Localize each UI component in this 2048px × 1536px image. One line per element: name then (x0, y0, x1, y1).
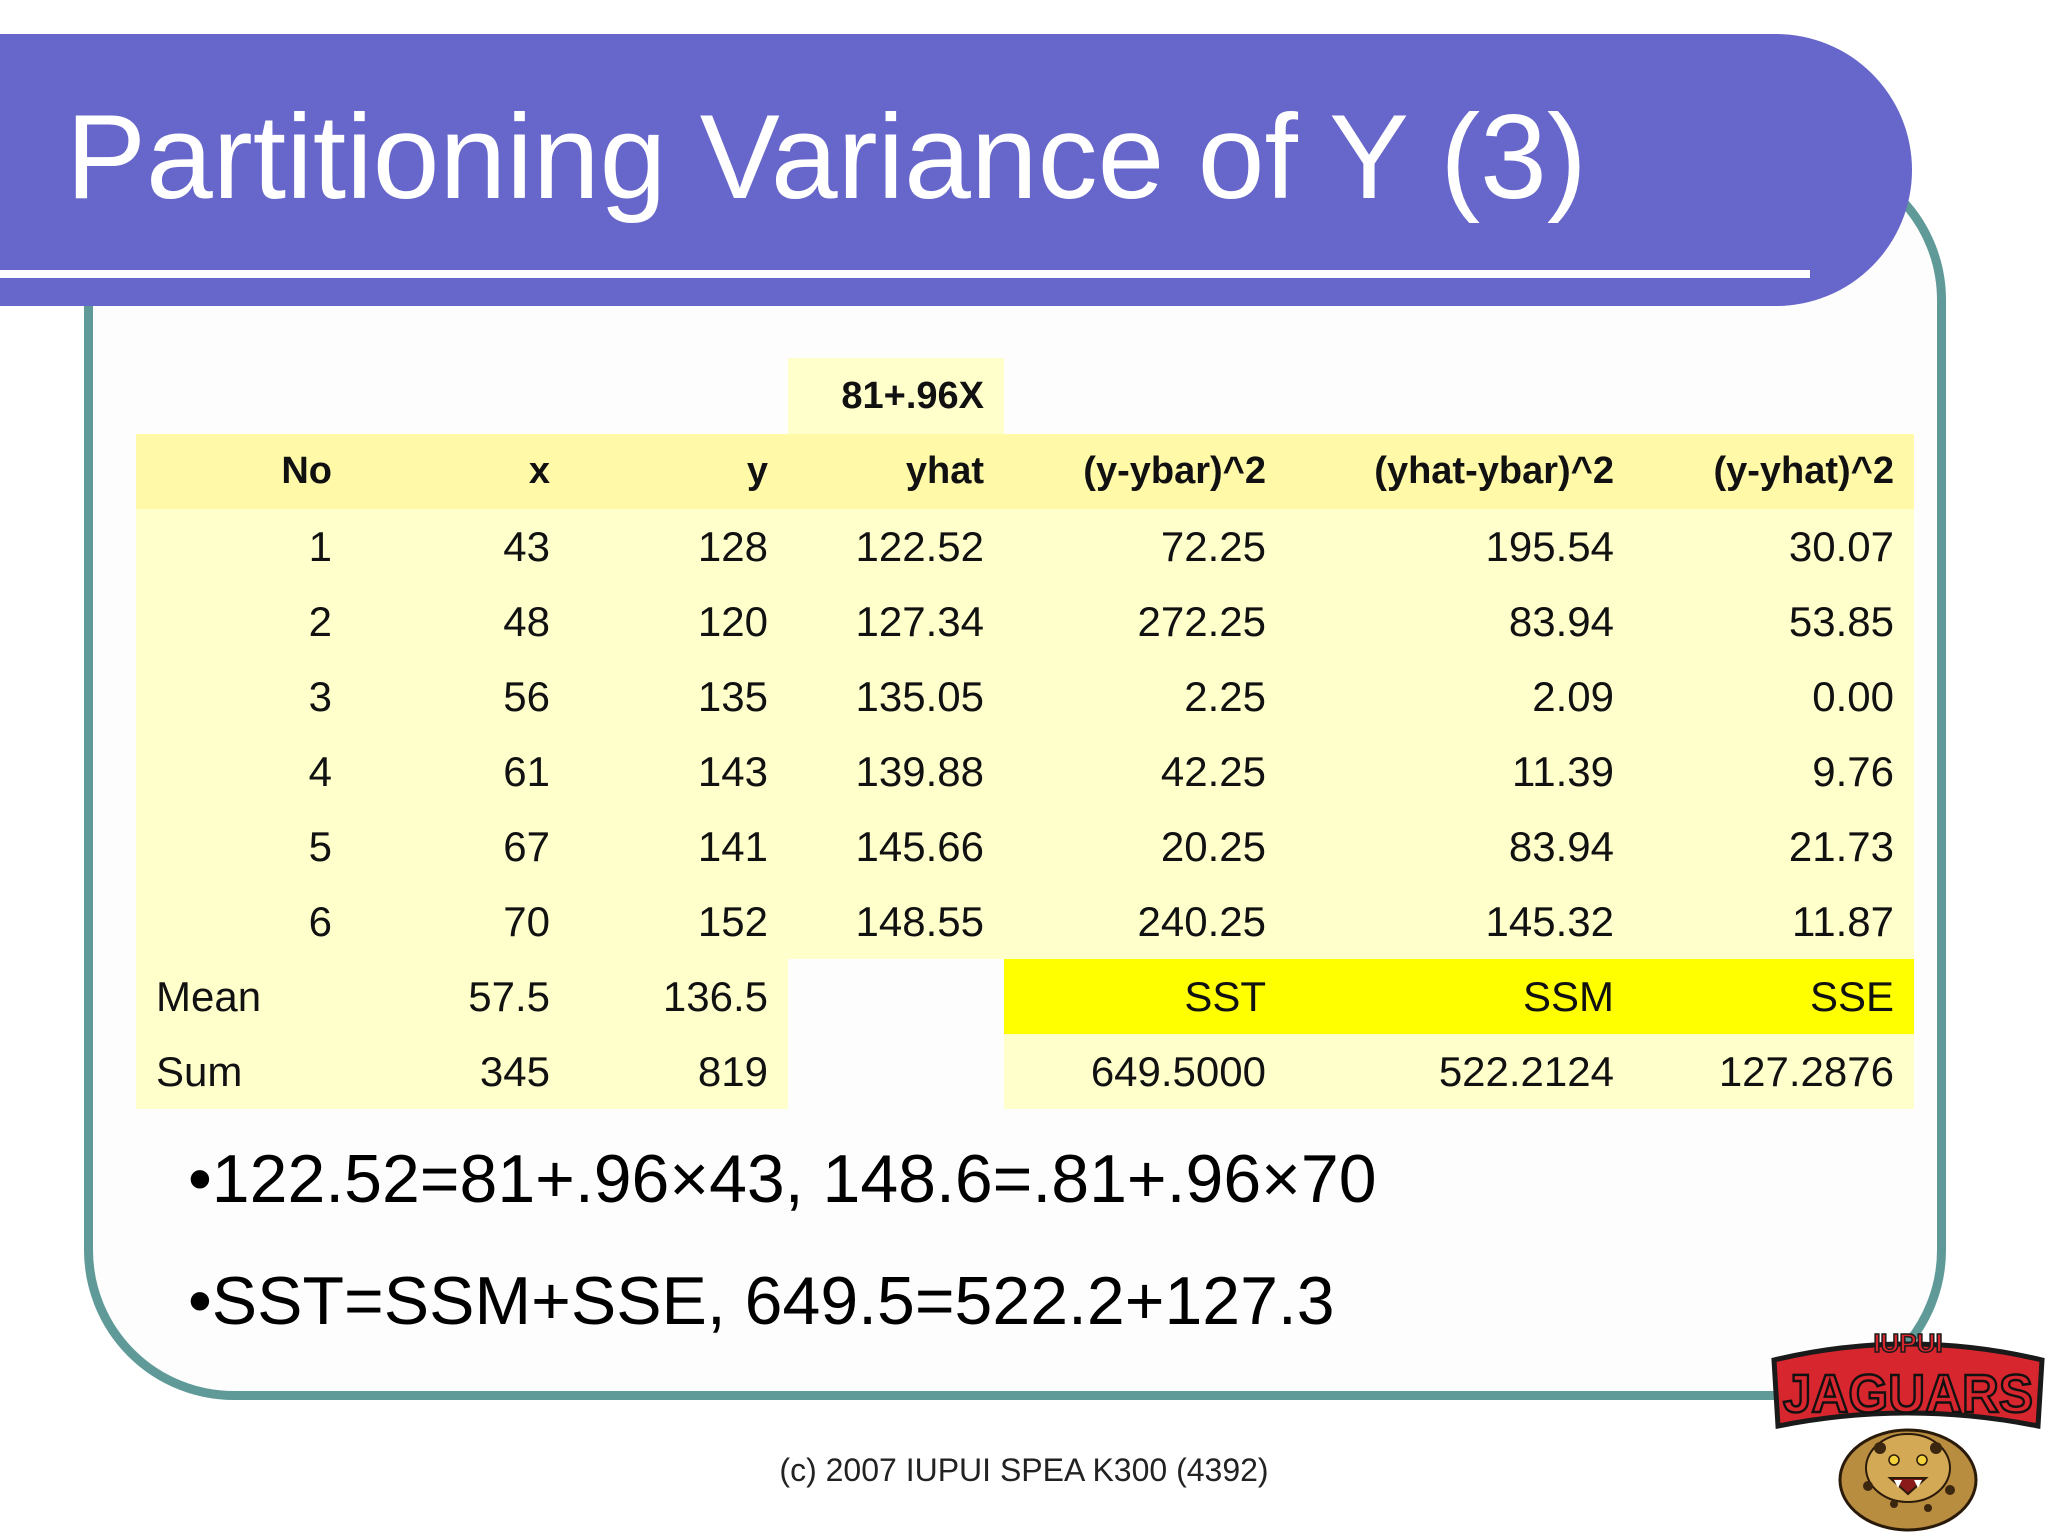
table-cell: 83.94 (1286, 809, 1634, 884)
table-cell: 145.32 (1286, 884, 1634, 959)
table-cell: 3 (136, 659, 352, 734)
table-cell: 4 (136, 734, 352, 809)
ssm-value: 522.2124 (1286, 1034, 1634, 1109)
table-row: 1 43 128 122.52 72.25 195.54 30.07 (136, 509, 1914, 584)
bullet-ss-partition: •SST=SSM+SSE, 649.5=522.2+127.3 (188, 1263, 1335, 1339)
mean-label: Mean (136, 959, 352, 1034)
table-row: 2 48 120 127.34 272.25 83.94 53.85 (136, 584, 1914, 659)
title-band (0, 34, 1912, 306)
column-header: (y-ybar)^2 (1004, 434, 1286, 509)
table-row: 6 70 152 148.55 240.25 145.32 11.87 (136, 884, 1914, 959)
bullet-yhat-calculation: •122.52=81+.96×43, 148.6=.81+.96×70 (188, 1141, 1377, 1217)
sse-label: SSE (1634, 959, 1914, 1034)
column-header: No (136, 434, 352, 509)
table-cell: 2.09 (1286, 659, 1634, 734)
table-cell: 56 (352, 659, 570, 734)
column-header: y (570, 434, 788, 509)
sum-row: Sum 345 819 649.5000 522.2124 127.2876 (136, 1034, 1914, 1109)
column-header: x (352, 434, 570, 509)
table-cell: 141 (570, 809, 788, 884)
table-cell: 61 (352, 734, 570, 809)
sse-value: 127.2876 (1634, 1034, 1914, 1109)
sum-label: Sum (136, 1034, 352, 1109)
table-cell: 2.25 (1004, 659, 1286, 734)
table-cell: 83.94 (1286, 584, 1634, 659)
table-cell: 120 (570, 584, 788, 659)
column-header: (y-yhat)^2 (1634, 434, 1914, 509)
mean-row: Mean 57.5 136.5 SST SSM SSE (136, 959, 1914, 1034)
table-cell: 67 (352, 809, 570, 884)
table-cell: 240.25 (1004, 884, 1286, 959)
table-cell: 48 (352, 584, 570, 659)
sst-label: SST (1004, 959, 1286, 1034)
mean-x: 57.5 (352, 959, 570, 1034)
table-cell: 1 (136, 509, 352, 584)
table-cell: 135.05 (788, 659, 1004, 734)
variance-table: 81+.96X No x y yhat (y-ybar)^2 (yhat-yba… (136, 358, 1914, 1109)
table-cell: 43 (352, 509, 570, 584)
table-cell: 11.87 (1634, 884, 1914, 959)
svg-text:JAGUARS: JAGUARS (1783, 1364, 2033, 1424)
sum-y: 819 (570, 1034, 788, 1109)
table-cell: 5 (136, 809, 352, 884)
table-row: 5 67 141 145.66 20.25 83.94 21.73 (136, 809, 1914, 884)
table-cell: 72.25 (1004, 509, 1286, 584)
table-cell: 195.54 (1286, 509, 1634, 584)
table-cell: 127.34 (788, 584, 1004, 659)
table-row: 4 61 143 139.88 42.25 11.39 9.76 (136, 734, 1914, 809)
regression-formula: 81+.96X (788, 358, 1004, 434)
formula-row: 81+.96X (136, 358, 1914, 434)
sst-value: 649.5000 (1004, 1034, 1286, 1109)
table-cell: 122.52 (788, 509, 1004, 584)
table-cell: 145.66 (788, 809, 1004, 884)
table-cell: 135 (570, 659, 788, 734)
ssm-label: SSM (1286, 959, 1634, 1034)
mean-y: 136.5 (570, 959, 788, 1034)
table-cell: 53.85 (1634, 584, 1914, 659)
table-row: 3 56 135 135.05 2.25 2.09 0.00 (136, 659, 1914, 734)
header-row: No x y yhat (y-ybar)^2 (yhat-ybar)^2 (y-… (136, 434, 1914, 509)
table-cell: 152 (570, 884, 788, 959)
column-header: yhat (788, 434, 1004, 509)
iupui-jaguars-logo: IUPUI JAGUARS (1771, 1327, 2045, 1532)
table-cell: 42.25 (1004, 734, 1286, 809)
sum-x: 345 (352, 1034, 570, 1109)
table-cell: 6 (136, 884, 352, 959)
table-cell: 139.88 (788, 734, 1004, 809)
table-cell: 272.25 (1004, 584, 1286, 659)
table-cell: 21.73 (1634, 809, 1914, 884)
table-cell: 11.39 (1286, 734, 1634, 809)
table-cell: 2 (136, 584, 352, 659)
svg-text:IUPUI: IUPUI (1873, 1328, 1942, 1358)
slide-title: Partitioning Variance of Y (3) (66, 90, 1587, 224)
table-cell: 70 (352, 884, 570, 959)
table-cell: 148.55 (788, 884, 1004, 959)
table-cell: 143 (570, 734, 788, 809)
table-cell: 128 (570, 509, 788, 584)
copyright-footer: (c) 2007 IUPUI SPEA K300 (4392) (779, 1452, 1269, 1488)
title-underline (0, 270, 1810, 278)
table-cell: 0.00 (1634, 659, 1914, 734)
column-header: (yhat-ybar)^2 (1286, 434, 1634, 509)
table-cell: 9.76 (1634, 734, 1914, 809)
table-cell: 20.25 (1004, 809, 1286, 884)
table-cell: 30.07 (1634, 509, 1914, 584)
